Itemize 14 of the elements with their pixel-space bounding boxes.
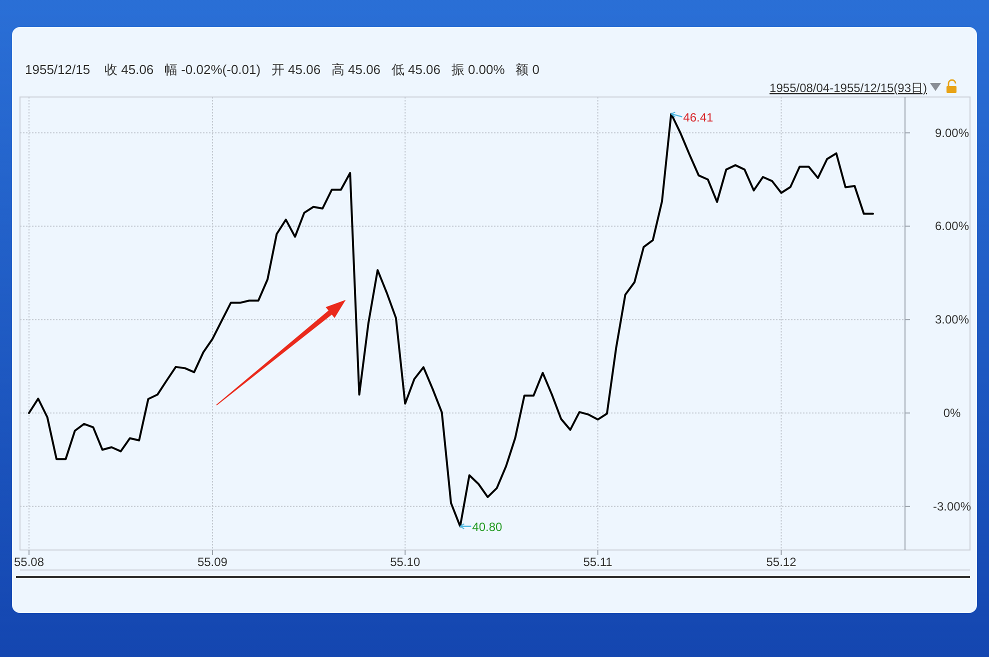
y-tick-label: 6.00% <box>934 219 970 234</box>
x-tick-label: 55.08 <box>14 555 44 569</box>
x-tick-label: 55.11 <box>583 555 613 569</box>
x-tick-label: 55.09 <box>197 555 228 569</box>
x-tick-label: 55.12 <box>766 555 797 569</box>
annotation: 46.41 <box>683 110 714 124</box>
annotation: 40.80 <box>472 520 503 534</box>
y-tick-label: 9.00% <box>934 126 970 140</box>
y-tick-label: 0% <box>943 406 961 420</box>
y-tick-label: 3.00% <box>934 312 970 327</box>
chart-subtitle: 1955/08/04-1955/12/15(93日) <box>770 81 928 95</box>
x-tick-label: 55.10 <box>390 555 420 569</box>
chart-title: 1955/12/15 收 45.06 幅 -0.02%(-0.01) 开 45.06 高 45.06 低 45.06 振 0.00% 额 0 <box>25 62 540 77</box>
y-tick-label: -3.00% <box>932 499 972 514</box>
